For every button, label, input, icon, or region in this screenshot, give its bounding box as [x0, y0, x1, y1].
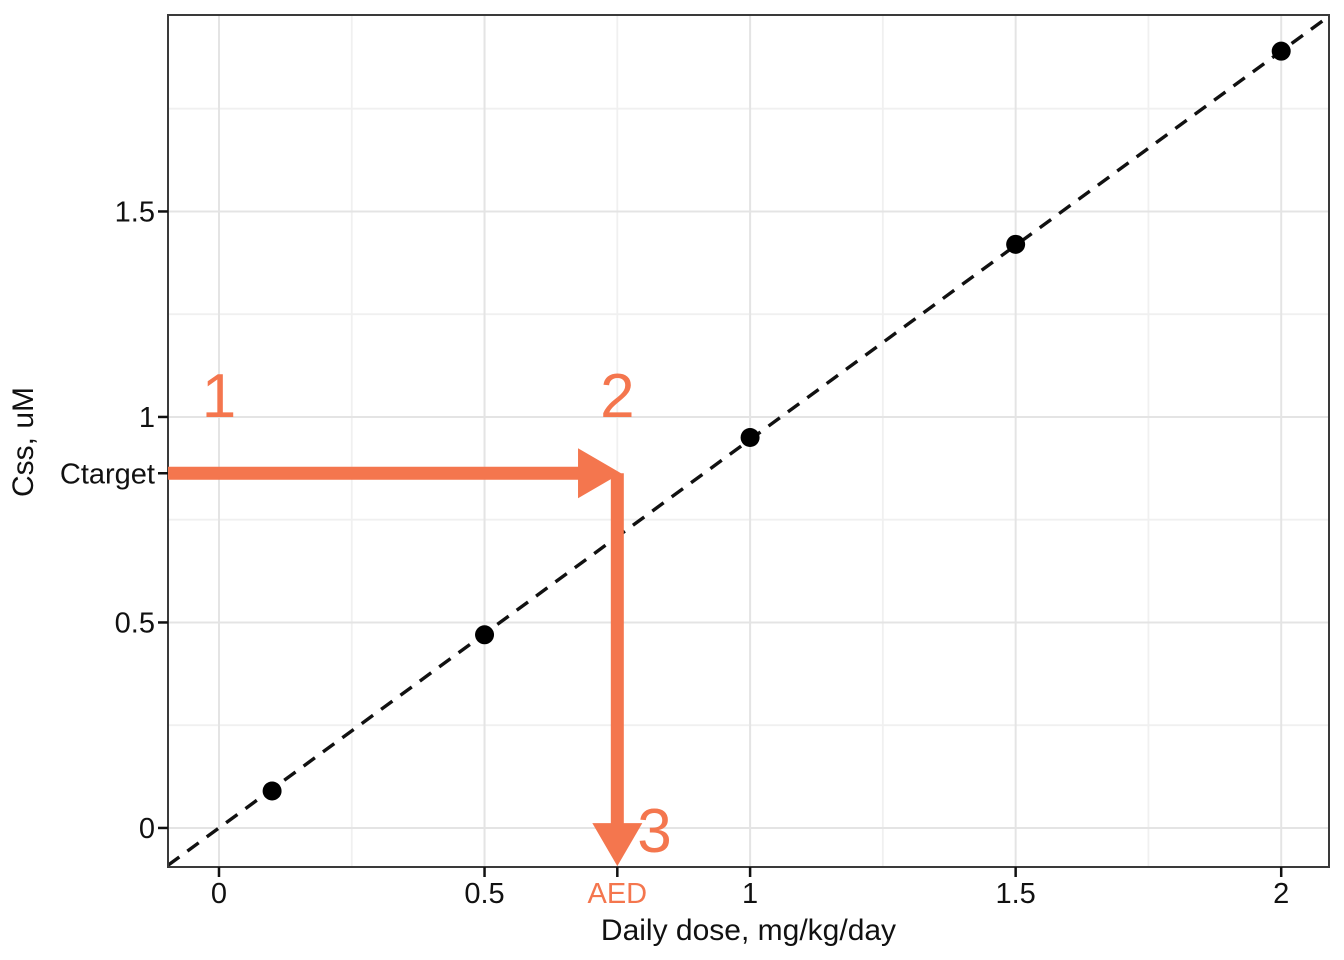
step-annotation-3: 3 — [637, 797, 671, 866]
y-tick-label-0.5: 0.5 — [115, 607, 155, 639]
panel-border — [167, 14, 1330, 868]
y-tick-label-1: 1 — [139, 402, 155, 434]
x-tick-label-1: 1 — [742, 878, 758, 910]
step-annotation-1: 1 — [202, 362, 236, 431]
ctarget-to-line-arrow-head — [578, 448, 622, 499]
major-gridlines — [168, 15, 1329, 867]
y-axis-title: Css, uM — [7, 387, 40, 498]
x-tick-label-0: 0 — [211, 878, 227, 910]
y-tick-label-1.5: 1.5 — [115, 196, 155, 228]
data-point — [1271, 41, 1291, 61]
x-tick-label-AED: AED — [587, 878, 647, 910]
axis-ticks — [158, 210, 1283, 877]
step-annotation-2: 2 — [600, 362, 634, 431]
x-tick-label-1.5: 1.5 — [995, 878, 1035, 910]
data-point — [262, 781, 282, 801]
x-axis-title: Daily dose, mg/kg/day — [600, 914, 897, 947]
axis-tick-labels: 0 0.5 AED 1 1.5 2 0 0.5 Ctarget 1 1.5 — [60, 196, 1289, 910]
data-point — [1006, 234, 1026, 254]
x-tick-label-2: 2 — [1273, 878, 1289, 910]
data-point — [475, 625, 495, 645]
x-tick-label-0.5: 0.5 — [464, 878, 504, 910]
minor-gridlines — [168, 15, 1329, 867]
data-point — [740, 428, 760, 448]
annotation-arrows — [168, 448, 643, 867]
y-tick-label-0: 0 — [139, 813, 155, 845]
y-tick-label-Ctarget: Ctarget — [60, 458, 155, 490]
step-annotations: 1 2 3 — [202, 362, 672, 866]
data-points — [262, 41, 1291, 801]
line-to-aed-arrow-head — [592, 823, 643, 867]
